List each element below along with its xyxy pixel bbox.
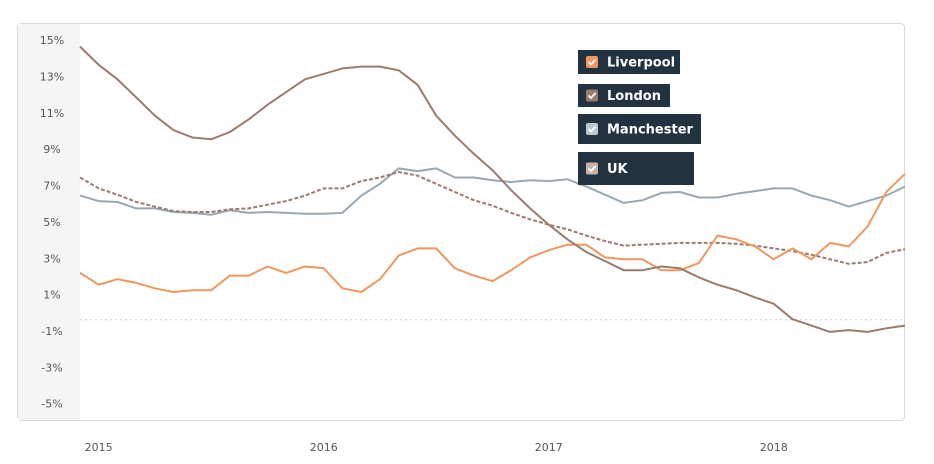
y-tick-label: -5% [41, 398, 62, 411]
x-tick-label: 2015 [85, 441, 113, 454]
y-tick-label: 7% [43, 180, 60, 193]
legend-label: London [607, 89, 661, 104]
series-line [79, 45, 906, 333]
legend-label: Liverpool [607, 56, 675, 71]
legend-check [587, 125, 597, 133]
legend-item[interactable]: London [578, 84, 670, 107]
legend-box [578, 114, 701, 144]
legend-checkbox[interactable] [586, 162, 598, 175]
legend-check [587, 92, 597, 100]
legend-checkbox[interactable] [586, 56, 598, 68]
legend-item[interactable]: Manchester [578, 114, 701, 144]
legend-checkbox[interactable] [586, 123, 598, 135]
x-tick-label: 2016 [310, 441, 338, 454]
x-tick-label: 2017 [535, 441, 563, 454]
legend-check [587, 165, 597, 173]
y-tick-label: 9% [43, 143, 60, 156]
legend-item[interactable]: UK [578, 152, 694, 185]
y-tick-label: 1% [43, 289, 60, 302]
y-tick-label: 5% [43, 216, 60, 229]
legend-box [578, 84, 670, 107]
chart-frame [17, 23, 905, 421]
series-line [79, 173, 906, 293]
x-tick-label: 2018 [760, 441, 788, 454]
y-tick-label: 15% [40, 34, 64, 47]
legend-check [587, 58, 597, 66]
legend-label: Manchester [607, 123, 694, 138]
y-tick-label: 3% [43, 252, 60, 265]
y-tick-label: 11% [40, 107, 64, 120]
legend-item[interactable]: Liverpool [578, 50, 680, 74]
legend-label: UK [607, 162, 629, 177]
y-tick-label: -3% [41, 361, 62, 374]
y-axis-band [18, 24, 80, 420]
y-tick-label: -1% [41, 325, 62, 338]
y-tick-label: 13% [40, 71, 64, 84]
series-line [79, 167, 906, 216]
legend-checkbox[interactable] [586, 89, 598, 102]
